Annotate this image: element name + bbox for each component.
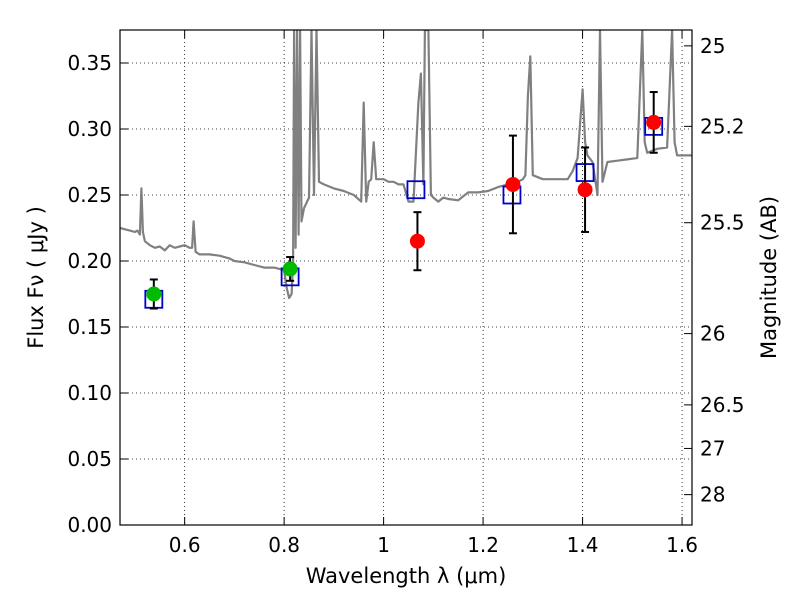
optical-point	[146, 286, 162, 302]
axes: 0.6 0.8 1 1.2 1.4 1.6 0.00 0.05 0.10 0.15 0.20 0.25…	[67, 29, 745, 557]
optical-point	[282, 261, 298, 277]
right-tick-label: 25	[700, 34, 725, 58]
plot-frame	[119, 29, 693, 526]
x-tick-label: 1.4	[567, 533, 599, 557]
nir-point	[505, 176, 521, 192]
x-tick-label: 1.6	[666, 533, 698, 557]
x-axis-label: Wavelength λ (μm)	[306, 564, 507, 588]
x-tick-label: 0.8	[268, 533, 300, 557]
right-axis-label-text: Magnitude (AB)	[757, 196, 781, 359]
y-tick-label: 0.15	[67, 315, 112, 339]
model-spectrum-line	[120, 30, 692, 300]
x-tick-label: 1.2	[467, 533, 499, 557]
plot-data	[120, 30, 692, 310]
x-axis-label-text: Wavelength λ (μm)	[306, 564, 507, 588]
right-tick-label: 25.2	[700, 114, 745, 138]
y-tick-label: 0.25	[67, 183, 112, 207]
y-tick-label: 0.20	[67, 249, 112, 273]
right-tick-label: 26	[700, 322, 725, 346]
y-tick-label: 0.00	[67, 513, 112, 537]
y-axis-label: Flux Fν ( μJy )	[24, 206, 48, 349]
nir-point	[409, 233, 425, 249]
right-tick-label: 27	[700, 436, 725, 460]
y-tick-label: 0.35	[67, 51, 112, 75]
x-tick-label: 0.6	[169, 533, 201, 557]
right-tick-label: 26.5	[700, 393, 745, 417]
nir-point	[577, 182, 593, 198]
synthetic-photometry-square	[406, 180, 426, 200]
y-tick-label: 0.05	[67, 447, 112, 471]
right-tick-label: 25.5	[700, 211, 745, 235]
nir-point	[646, 114, 662, 130]
x-tick-label: 1	[377, 533, 390, 557]
right-tick-label: 28	[700, 483, 725, 507]
y-tick-label: 0.10	[67, 381, 112, 405]
right-axis-label: Magnitude (AB)	[757, 196, 781, 359]
grid	[120, 30, 692, 525]
y-axis-label-text: Flux Fν ( μJy )	[24, 206, 48, 349]
y-tick-label: 0.30	[67, 117, 112, 141]
